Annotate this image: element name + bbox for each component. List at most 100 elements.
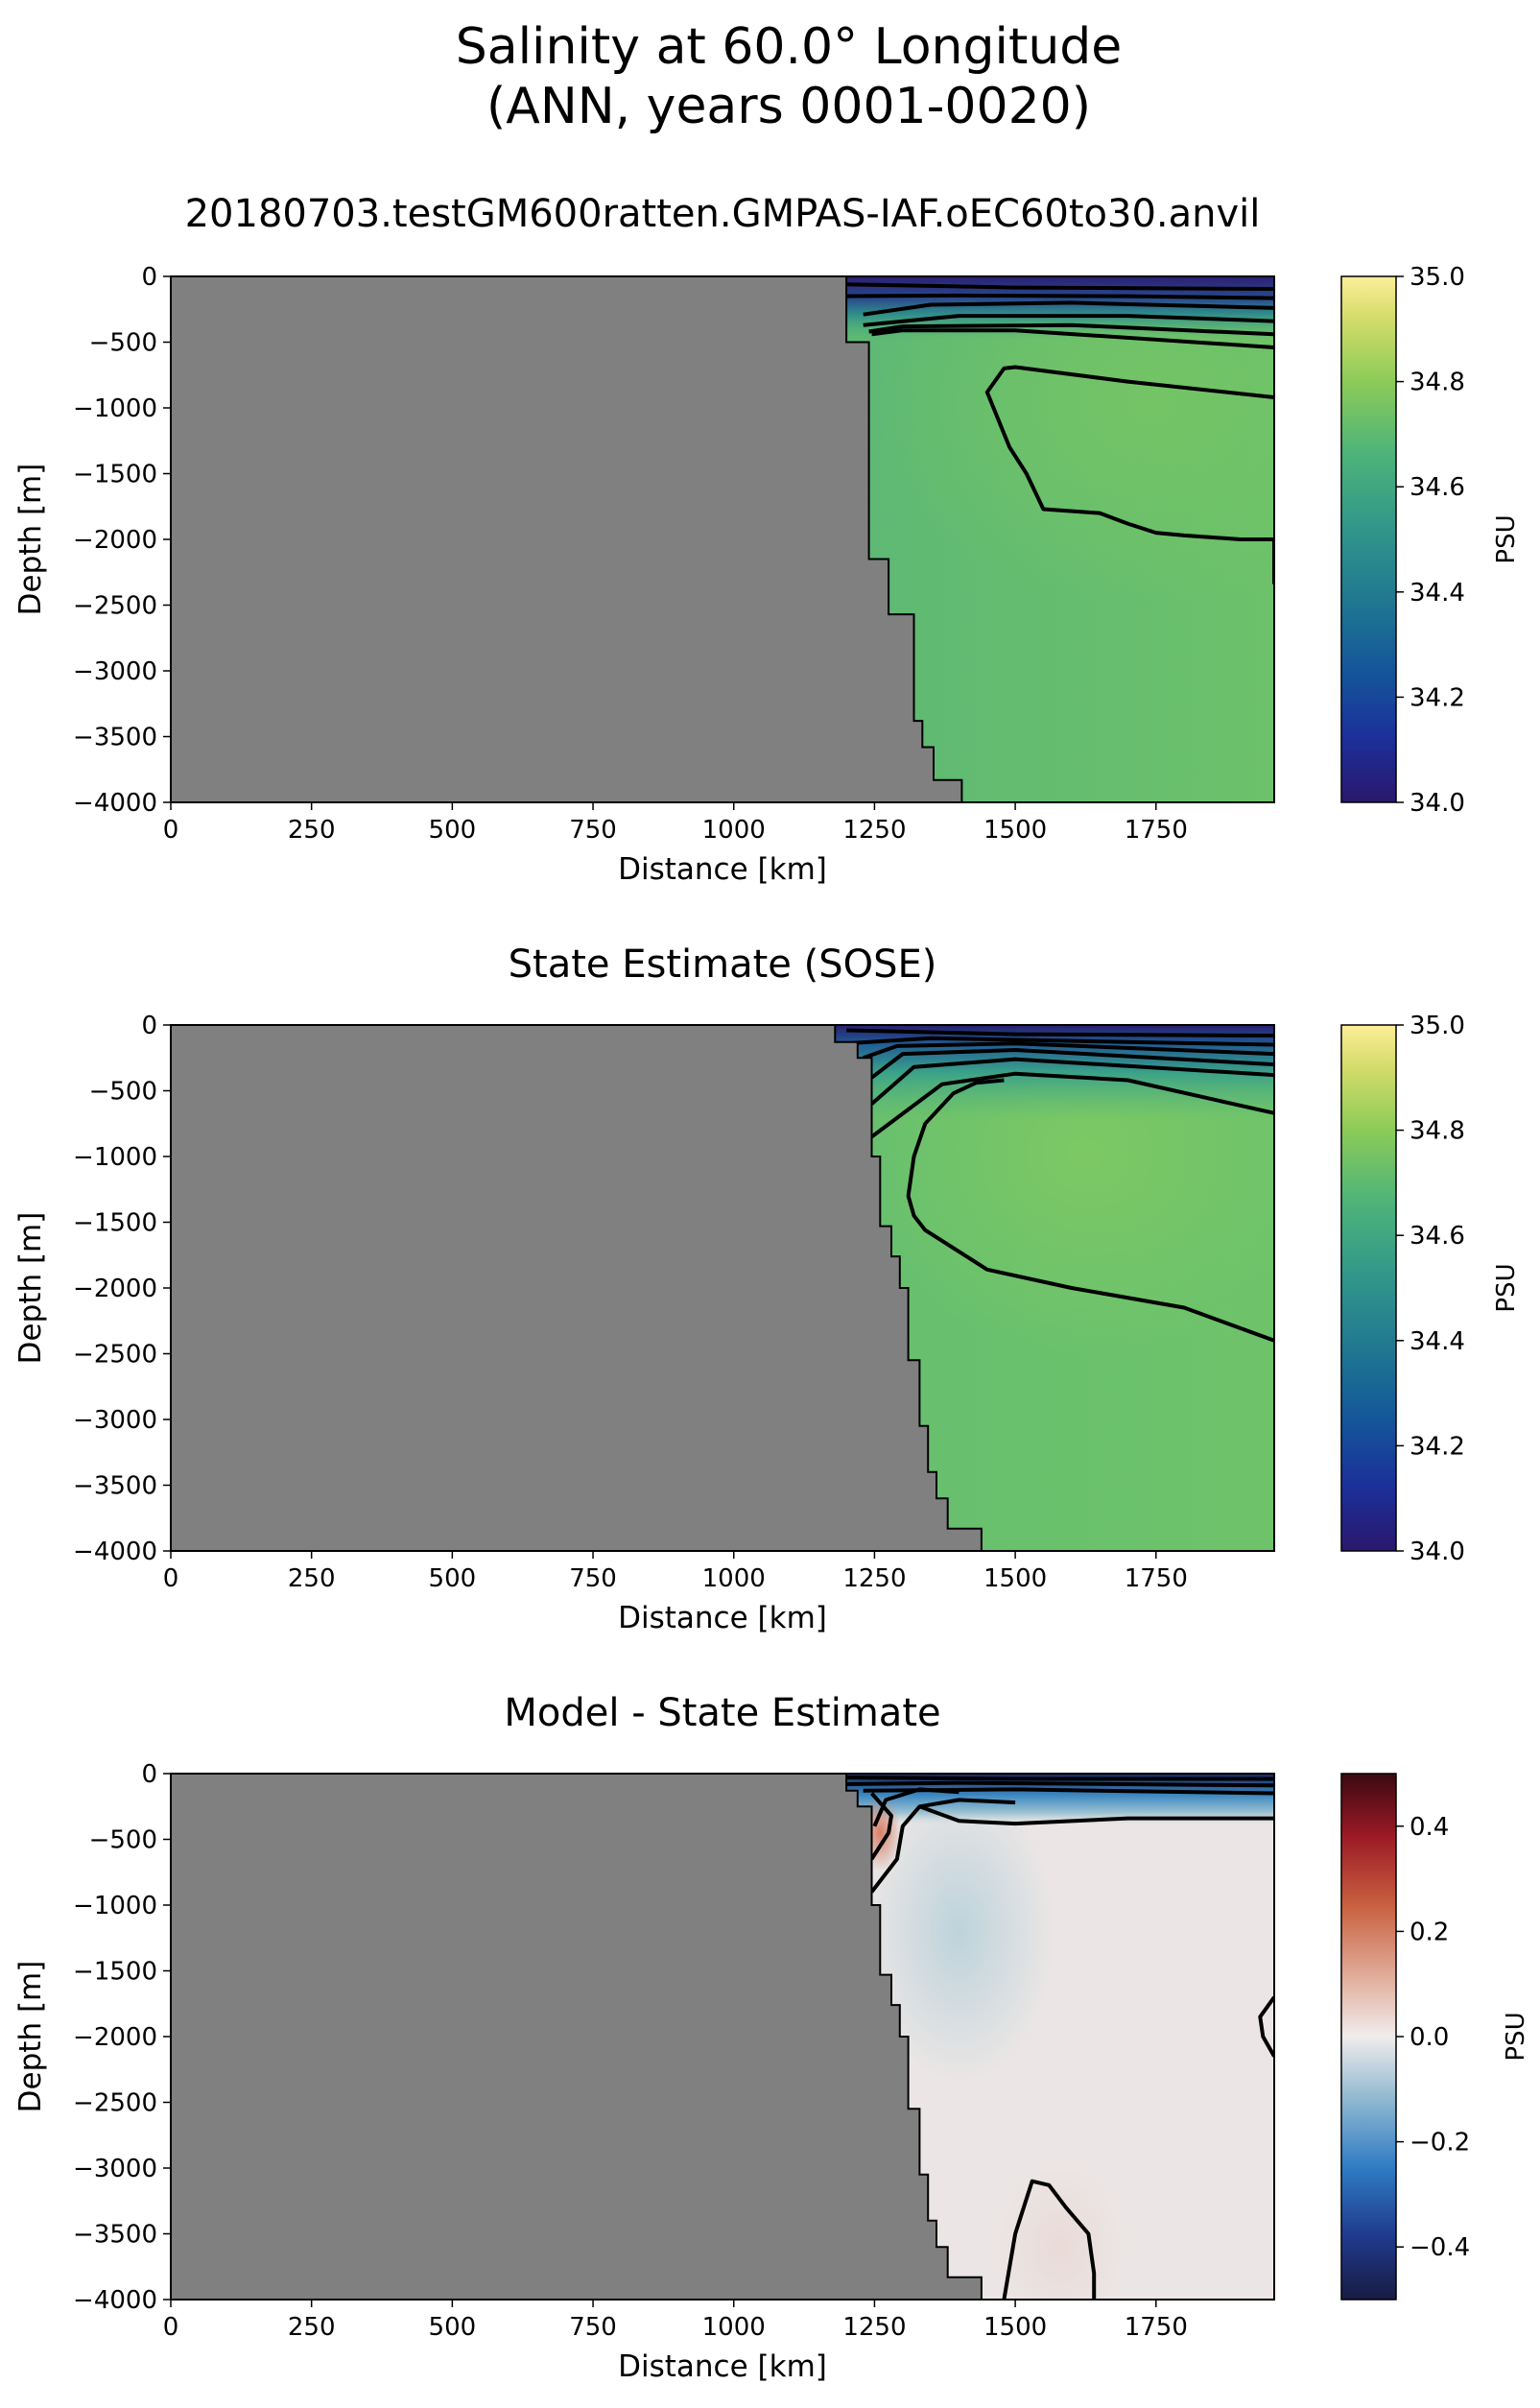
- colorbar-label: PSU: [1502, 2012, 1530, 2061]
- contour-line: [863, 300, 1274, 317]
- x-tick-label: 1000: [702, 2313, 766, 2342]
- y-tick-label: −1000: [73, 394, 157, 423]
- colorbar-tick-label: 34.4: [1410, 579, 1465, 608]
- colorbar-tick-label: 35.0: [1410, 1012, 1465, 1040]
- colorbar: −0.4 −0.2 0.0 0.2 0.4 PSU: [1340, 1773, 1530, 2301]
- contour-line: [870, 1057, 1274, 1106]
- x-tick-label: 1250: [842, 816, 906, 845]
- x-tick-label: 500: [429, 2313, 477, 2342]
- contour-line: [868, 322, 1274, 337]
- x-tick-label: 1000: [702, 816, 766, 845]
- colorbar-tick-label: 0.2: [1410, 1918, 1449, 1946]
- x-tick-label: 250: [288, 816, 336, 845]
- x-tick-label: 1000: [702, 1564, 766, 1593]
- y-tick-label: −3000: [73, 657, 157, 686]
- panel-title: State Estimate (SOSE): [509, 942, 937, 987]
- contour-line: [984, 365, 1274, 584]
- y-tick-label: −1000: [73, 1143, 157, 1172]
- negative-anomaly: [863, 1777, 1055, 2086]
- plot-area: [171, 276, 1274, 802]
- contour-line: [918, 1804, 1274, 1826]
- contour-line: [906, 1078, 1274, 1343]
- y-tick-label: −1500: [73, 461, 157, 489]
- panel-model: 20180703.testGM600ratten.GMPAS-IAF.oEC60…: [13, 192, 1521, 887]
- x-tick-label: 750: [569, 2313, 617, 2342]
- y-tick-label: −4000: [73, 2286, 157, 2315]
- y-tick-label: −1500: [73, 1209, 157, 1238]
- contour-line: [846, 293, 1274, 300]
- contour-line: [845, 1036, 1274, 1047]
- y-tick-label: −1000: [73, 1892, 157, 1920]
- y-tick-label: 0: [141, 1012, 157, 1040]
- y-tick-label: −3500: [73, 724, 157, 752]
- contour-line: [846, 1776, 1274, 1781]
- y-tick-label: −2000: [73, 2023, 157, 2052]
- x-tick-label: 1750: [1125, 816, 1188, 845]
- y-axis-label: Depth [m]: [13, 1212, 48, 1365]
- x-tick-label: 250: [288, 1564, 336, 1593]
- x-axis-label: Distance [km]: [618, 2349, 827, 2384]
- contour-line: [871, 328, 1274, 349]
- contour-line: [869, 1798, 1016, 1894]
- x-tick-label: 500: [429, 1564, 477, 1593]
- figure-title-line2: (ANN, years 0001-0020): [486, 78, 1091, 135]
- x-tick-label: 1750: [1125, 1564, 1188, 1593]
- y-tick-label: −500: [89, 329, 157, 358]
- colorbar-tick-label: 34.0: [1410, 789, 1465, 818]
- colorbar-tick-label: 35.0: [1410, 263, 1465, 292]
- plot-area: [171, 1025, 1274, 1551]
- y-tick-label: 0: [141, 263, 157, 292]
- colorbar-tick-label: −0.4: [1410, 2233, 1470, 2262]
- land-mask: [171, 1774, 983, 2300]
- colorbar-label: PSU: [1492, 514, 1521, 563]
- colorbar: 34.0 34.2 34.4 34.6 34.8 35.0 PSU: [1340, 1012, 1521, 1566]
- colorbar-tick-label: 34.6: [1410, 473, 1465, 502]
- panel-difference: Model - State Estimate 0 250 500 750 1000 1250…: [13, 1691, 1530, 2384]
- colorbar-tick-label: 34.8: [1410, 1117, 1465, 1146]
- contour-line: [846, 1780, 1274, 1788]
- x-tick-label: 1500: [983, 2313, 1047, 2342]
- y-tick-label: −4000: [73, 1538, 157, 1566]
- y-tick-label: −2000: [73, 526, 157, 555]
- contour-line: [1258, 1995, 1274, 2058]
- panel-title: 20180703.testGM600ratten.GMPAS-IAF.oEC60…: [185, 192, 1261, 236]
- colorbar-tick-label: 34.4: [1410, 1327, 1465, 1356]
- y-tick-label: −2500: [73, 2089, 157, 2118]
- y-tick-label: −3500: [73, 2221, 157, 2250]
- x-tick-label: 0: [163, 816, 179, 845]
- y-tick-label: −2500: [73, 1341, 157, 1370]
- contour-line: [870, 1048, 1274, 1080]
- contour-line: [1002, 2179, 1097, 2300]
- contour-line: [846, 282, 1274, 291]
- colorbar-gradient: [1340, 1024, 1397, 1552]
- y-tick-label: 0: [141, 1760, 157, 1789]
- y-tick-label: −500: [89, 1826, 157, 1855]
- colorbar-tick-label: 0.4: [1410, 1813, 1449, 1842]
- y-tick-label: −2000: [73, 1275, 157, 1303]
- x-tick-label: 1250: [842, 2313, 906, 2342]
- x-tick-label: 1500: [983, 816, 1047, 845]
- colorbar-tick-label: −0.2: [1410, 2129, 1470, 2158]
- colorbar-tick-label: 34.8: [1410, 369, 1465, 397]
- x-tick-label: 500: [429, 816, 477, 845]
- panel-state-estimate: State Estimate (SOSE) 0 250 500 750 1000 1250 1…: [13, 942, 1521, 1635]
- x-axis-label: Distance [km]: [618, 852, 827, 887]
- colorbar-tick-label: 0.0: [1410, 2023, 1449, 2052]
- x-axis-label: Distance [km]: [618, 1601, 827, 1635]
- contour-line: [863, 314, 1274, 327]
- land-mask: [171, 1025, 983, 1551]
- colorbar: 34.0 34.2 34.4 34.6 34.8 35.0 PSU: [1340, 263, 1521, 818]
- y-tick-label: −4000: [73, 789, 157, 818]
- colorbar-tick-label: 34.6: [1410, 1222, 1465, 1251]
- plot-area: [171, 1774, 1274, 2300]
- contour-line: [846, 1028, 1274, 1037]
- colorbar-gradient: [1340, 1773, 1397, 2301]
- figure-title-line1: Salinity at 60.0° Longitude: [456, 18, 1123, 76]
- y-tick-label: −2500: [73, 592, 157, 621]
- y-tick-label: −3000: [73, 2155, 157, 2183]
- colorbar-tick-label: 34.0: [1410, 1538, 1465, 1566]
- y-axis-label: Depth [m]: [13, 1961, 48, 2113]
- contour-line: [869, 1792, 893, 1861]
- x-tick-label: 1250: [842, 1564, 906, 1593]
